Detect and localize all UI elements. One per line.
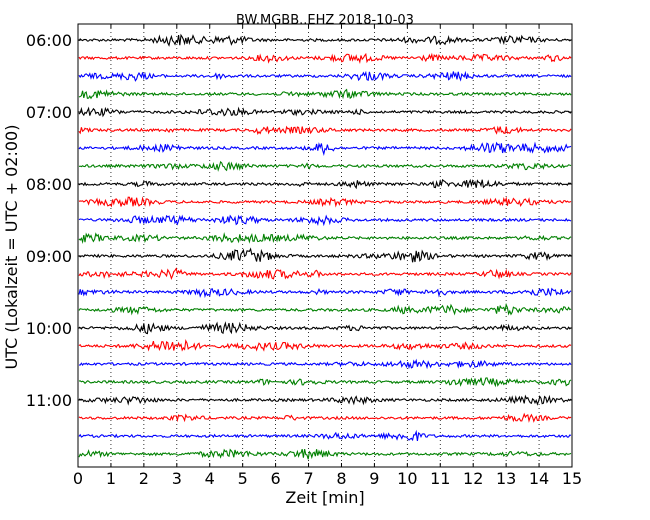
chart-title: BW.MGBB..EHZ 2018-10-03: [236, 13, 414, 28]
x-tick-label: 2: [139, 469, 149, 488]
x-tick-label: 12: [463, 469, 483, 488]
trace-line: [78, 232, 572, 245]
x-tick-label: 5: [238, 469, 248, 488]
trace-line: [78, 125, 572, 136]
trace-line: [78, 196, 572, 208]
x-tick-label: 4: [205, 469, 215, 488]
y-tick-labels: 06:00 07:00 08:00 09:00 10:00 11:00: [26, 31, 72, 410]
trace-line: [78, 412, 572, 423]
trace-line: [78, 160, 572, 172]
y-tick-label: 09:00: [26, 247, 72, 266]
trace-line: [78, 178, 572, 190]
x-tick-label: 11: [430, 469, 450, 488]
trace-group: [78, 33, 572, 460]
x-tick-label: 7: [303, 469, 313, 488]
trace-line: [78, 214, 572, 227]
trace-line: [78, 247, 572, 263]
trace-line: [78, 377, 572, 388]
y-tick-label: 11:00: [26, 391, 72, 410]
x-tick-label: 6: [271, 469, 281, 488]
x-tick-label: 14: [529, 469, 549, 488]
trace-line: [78, 141, 572, 156]
trace-line: [78, 429, 572, 442]
trace-line: [78, 106, 572, 118]
axis-ticks: [77, 24, 573, 467]
x-tick-labels: 0 1 2 3 4 5 6 7 8 9 10 11 12 13 14 15: [73, 469, 582, 488]
trace-line: [78, 448, 572, 460]
y-tick-label: 07:00: [26, 103, 72, 122]
x-tick-label: 10: [397, 469, 417, 488]
y-tick-label: 08:00: [26, 175, 72, 194]
trace-line: [78, 321, 572, 335]
trace-line: [78, 70, 572, 82]
trace-line: [78, 302, 572, 316]
trace-line: [78, 33, 572, 47]
trace-line: [78, 88, 572, 100]
x-tick-label: 3: [172, 469, 182, 488]
trace-line: [78, 394, 572, 406]
y-tick-label: 10:00: [26, 319, 72, 338]
trace-line: [78, 338, 572, 352]
x-axis-label: Zeit [min]: [285, 488, 364, 507]
trace-line: [78, 358, 572, 370]
trace-line: [78, 52, 572, 64]
x-tick-label: 1: [106, 469, 116, 488]
y-axis-label: UTC (Lokalzeit = UTC + 02:00): [2, 125, 21, 370]
plot-frame: [77, 23, 573, 468]
x-tick-label: 8: [336, 469, 346, 488]
trace-line: [78, 267, 572, 280]
x-tick-label: 15: [562, 469, 582, 488]
x-tick-label: 0: [73, 469, 83, 488]
trace-line: [78, 287, 572, 299]
x-tick-label: 13: [496, 469, 516, 488]
y-tick-label: 06:00: [26, 31, 72, 50]
x-tick-label: 9: [369, 469, 379, 488]
